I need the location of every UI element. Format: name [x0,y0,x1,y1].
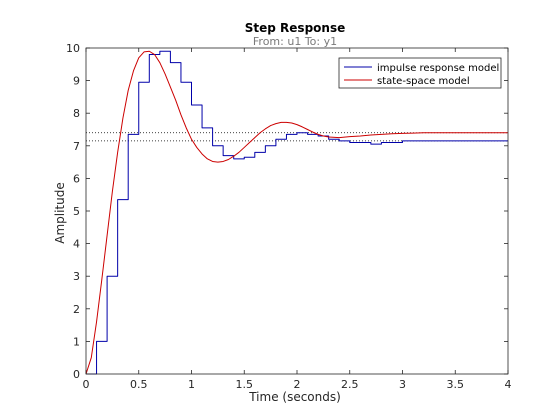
y-tick-label: 6 [73,172,80,185]
chart-subtitle: From: u1 To: y1 [253,35,337,48]
x-tick-label: 2 [294,378,301,391]
x-tick-label: 3.5 [447,378,465,391]
x-tick-label: 1.5 [236,378,254,391]
y-axis-label: Amplitude [53,182,67,244]
series-layer [85,50,508,375]
plot-area [86,48,508,374]
x-tick-label: 0.5 [130,378,148,391]
series-impulse-response-line [86,50,508,375]
x-axis-ticks: 0 0.5 1 1.5 2 2.5 3 3.5 4 [83,48,512,391]
y-tick-label: 3 [73,270,80,283]
series-state-space-line [85,50,508,375]
x-tick-label: 2.5 [341,378,359,391]
x-tick-label: 0 [83,378,90,391]
y-axis-ticks: 0 1 2 3 4 5 6 7 8 9 10 [66,42,508,381]
x-axis-label: Time (seconds) [248,390,341,404]
chart-title: Step Response [245,21,345,35]
legend: impulse response model state-space model [338,57,502,89]
legend-label-state-space: state-space model [377,76,470,87]
legend-box [338,57,502,89]
y-tick-label: 9 [73,75,80,88]
y-tick-label: 10 [66,42,80,55]
y-tick-label: 8 [73,107,80,120]
y-tick-label: 4 [73,238,80,251]
y-tick-label: 2 [73,303,80,316]
x-tick-label: 3 [399,378,406,391]
y-tick-label: 0 [73,368,80,381]
y-tick-label: 7 [73,140,80,153]
y-tick-label: 5 [73,205,80,218]
x-tick-label: 4 [505,378,512,391]
legend-label-impulse: impulse response model [377,63,499,74]
x-tick-label: 1 [188,378,195,391]
y-tick-label: 1 [73,335,80,348]
